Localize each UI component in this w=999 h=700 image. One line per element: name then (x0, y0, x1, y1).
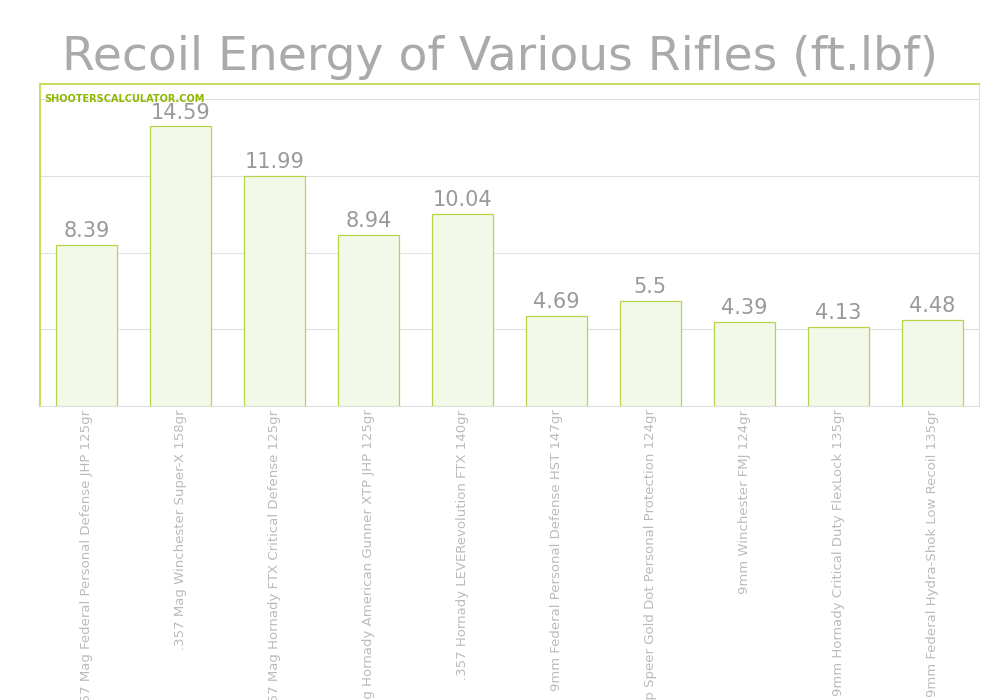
Bar (619, 300, 681, 406)
Bar (244, 176, 306, 406)
Text: .357 Mag Hornady American Gunner XTP JHP 125gr: .357 Mag Hornady American Gunner XTP JHP… (362, 410, 376, 700)
Text: 9mm Winchester FMJ 124gr: 9mm Winchester FMJ 124gr (737, 410, 751, 594)
Text: 8.39: 8.39 (64, 221, 110, 241)
Text: Recoil Energy of Various Rifles (ft.lbf): Recoil Energy of Various Rifles (ft.lbf) (62, 35, 937, 80)
Text: 10.04: 10.04 (433, 190, 493, 210)
Text: 4.13: 4.13 (815, 303, 861, 323)
Text: 11.99: 11.99 (245, 153, 305, 172)
Text: 9mm Federal Personal Defense HST 147gr: 9mm Federal Personal Defense HST 147gr (549, 410, 563, 692)
Bar (901, 320, 963, 406)
Text: .357 Hornady LEVERevolution FTX 140gr: .357 Hornady LEVERevolution FTX 140gr (456, 410, 470, 680)
Text: 4.39: 4.39 (721, 298, 767, 318)
Bar (338, 234, 400, 406)
Text: 9mm p Speer Gold Dot Personal Protection 124gr: 9mm p Speer Gold Dot Personal Protection… (643, 410, 657, 700)
Text: 9mm Federal Hydra-Shok Low Recoil 135gr: 9mm Federal Hydra-Shok Low Recoil 135gr (925, 410, 939, 696)
Bar (525, 316, 587, 406)
Text: .357 Mag Federal Personal Defense JHP 125gr: .357 Mag Federal Personal Defense JHP 12… (80, 410, 94, 700)
Text: 5.5: 5.5 (633, 276, 667, 297)
Text: .357 Mag Hornady FTX Critical Defense 125gr: .357 Mag Hornady FTX Critical Defense 12… (268, 410, 282, 700)
Text: SHOOTERSCALCULATOR.COM: SHOOTERSCALCULATOR.COM (45, 94, 205, 104)
Text: 14.59: 14.59 (151, 102, 211, 122)
Text: 4.48: 4.48 (909, 296, 955, 316)
Text: 4.69: 4.69 (533, 293, 579, 312)
Text: 8.94: 8.94 (346, 211, 392, 231)
Bar (807, 327, 869, 406)
Text: .357 Mag Winchester Super-X 158gr: .357 Mag Winchester Super-X 158gr (174, 410, 188, 650)
Bar (150, 127, 212, 406)
Bar (713, 322, 775, 406)
Bar (432, 214, 494, 406)
Bar (56, 245, 118, 406)
Text: 9mm Hornady Critical Duty FlexLock 135gr: 9mm Hornady Critical Duty FlexLock 135gr (831, 410, 845, 696)
